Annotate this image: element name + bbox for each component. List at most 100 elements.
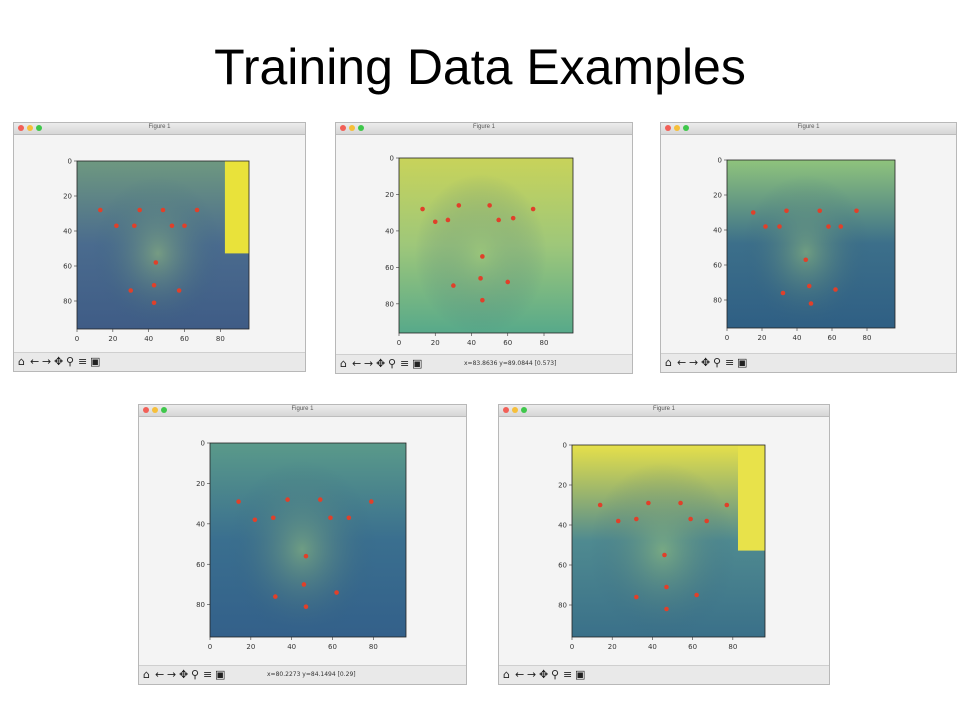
window-titlebar[interactable]: Figure 1 (14, 123, 305, 135)
home-icon[interactable]: ⌂ (503, 668, 510, 681)
zoom-icon[interactable]: ⚲ (713, 356, 722, 369)
facial-landmark-point (496, 217, 501, 223)
y-tick-label: 20 (558, 482, 567, 490)
close-button[interactable] (665, 125, 671, 131)
facial-landmark-point (151, 282, 157, 288)
home-icon[interactable]: ⌂ (143, 668, 150, 681)
close-button[interactable] (503, 407, 509, 413)
save-icon[interactable]: ▣ (737, 356, 748, 369)
forward-arrow-icon[interactable]: → (527, 668, 537, 681)
facial-landmark-point (694, 592, 699, 598)
figure-toolbar: ⌂ ← → ✥ ⚲ ≡ ▣ x=80.2273 y=84.1494 [0.29] (139, 665, 466, 684)
window-title: Figure 1 (652, 406, 675, 412)
facial-landmark-point (487, 203, 492, 208)
face-image-plot[interactable]: 0 20 40 60 80 0 20 40 60 80 (14, 123, 307, 373)
maximize-button[interactable] (358, 125, 364, 131)
facial-landmark-point (480, 254, 485, 259)
home-icon[interactable]: ⌂ (340, 357, 347, 370)
x-tick-label: 0 (208, 643, 212, 651)
y-tick-label: 40 (196, 520, 205, 528)
facial-landmark-point (160, 207, 166, 213)
forward-arrow-icon[interactable]: → (167, 668, 177, 681)
zoom-icon[interactable]: ⚲ (66, 355, 75, 368)
pan-icon[interactable]: ✥ (376, 357, 386, 370)
face-image-plot[interactable]: 0 20 40 60 80 0 20 40 60 80 (139, 405, 468, 686)
maximize-button[interactable] (521, 407, 527, 413)
window-titlebar[interactable]: Figure 1 (661, 123, 956, 135)
facial-landmark-point (750, 210, 756, 215)
save-icon[interactable]: ▣ (215, 668, 226, 681)
configure-subplots-icon[interactable]: ≡ (725, 356, 735, 369)
facial-landmark-point (763, 224, 768, 229)
back-arrow-icon[interactable]: ← (677, 356, 687, 369)
window-titlebar[interactable]: Figure 1 (499, 405, 829, 417)
close-button[interactable] (18, 125, 24, 131)
configure-subplots-icon[interactable]: ≡ (400, 357, 410, 370)
facial-landmark-point (688, 516, 693, 522)
face-image-plot[interactable]: 0 20 40 60 80 0 20 40 60 80 (499, 405, 831, 686)
facial-landmark-point (182, 223, 187, 229)
x-tick-label: 20 (431, 339, 440, 347)
y-tick-label: 0 (201, 440, 205, 448)
y-tick-label: 80 (558, 602, 567, 610)
close-button[interactable] (143, 407, 149, 413)
axes-frame (726, 159, 896, 329)
facial-landmark-point (724, 502, 730, 508)
forward-arrow-icon[interactable]: → (364, 357, 374, 370)
facial-landmark-point (780, 290, 786, 296)
pan-icon[interactable]: ✥ (701, 356, 711, 369)
maximize-button[interactable] (161, 407, 167, 413)
back-arrow-icon[interactable]: ← (515, 668, 525, 681)
back-arrow-icon[interactable]: ← (155, 668, 165, 681)
face-region (742, 175, 870, 330)
configure-subplots-icon[interactable]: ≡ (78, 355, 88, 368)
back-arrow-icon[interactable]: ← (352, 357, 362, 370)
close-button[interactable] (340, 125, 346, 131)
y-tick-label: 0 (68, 158, 72, 166)
facial-landmark-point (285, 497, 290, 502)
facial-landmark-point (456, 203, 462, 208)
back-arrow-icon[interactable]: ← (30, 355, 40, 368)
home-icon[interactable]: ⌂ (18, 355, 25, 368)
facial-landmark-point (854, 208, 859, 214)
minimize-button[interactable] (152, 407, 158, 413)
pan-icon[interactable]: ✥ (539, 668, 549, 681)
x-tick-label: 60 (328, 643, 337, 651)
save-icon[interactable]: ▣ (575, 668, 586, 681)
save-icon[interactable]: ▣ (90, 355, 101, 368)
face-image-plot[interactable]: 0 20 40 60 80 0 20 40 60 80 (661, 123, 958, 374)
pan-icon[interactable]: ✥ (54, 355, 64, 368)
axes-frame (571, 444, 766, 638)
forward-arrow-icon[interactable]: → (42, 355, 52, 368)
x-tick-label: 80 (216, 335, 225, 343)
maximize-button[interactable] (36, 125, 42, 131)
window-titlebar[interactable]: Figure 1 (139, 405, 466, 417)
pan-icon[interactable]: ✥ (179, 668, 189, 681)
minimize-button[interactable] (349, 125, 355, 131)
x-tick-label: 20 (608, 643, 617, 651)
zoom-icon[interactable]: ⚲ (388, 357, 397, 370)
maximize-button[interactable] (683, 125, 689, 131)
home-icon[interactable]: ⌂ (665, 356, 672, 369)
save-icon[interactable]: ▣ (412, 357, 423, 370)
minimize-button[interactable] (674, 125, 680, 131)
minimize-button[interactable] (27, 125, 33, 131)
minimize-button[interactable] (512, 407, 518, 413)
zoom-icon[interactable]: ⚲ (191, 668, 200, 681)
zoom-icon[interactable]: ⚲ (551, 668, 560, 681)
face-image-plot[interactable]: 0 20 40 60 80 0 20 40 60 80 (336, 123, 634, 375)
facial-landmark-point (317, 497, 323, 502)
configure-subplots-icon[interactable]: ≡ (203, 668, 213, 681)
cursor-coordinates: x=83.8636 y=89.0844 [0.573] (464, 360, 557, 367)
configure-subplots-icon[interactable]: ≡ (563, 668, 573, 681)
y-tick-label: 40 (385, 227, 394, 235)
axes-frame (76, 160, 250, 330)
forward-arrow-icon[interactable]: → (689, 356, 699, 369)
x-tick-label: 20 (758, 334, 767, 342)
facial-landmark-point (97, 207, 103, 213)
facial-landmark-point (432, 219, 438, 225)
facial-landmark-point (303, 553, 309, 559)
axes-frame (209, 442, 407, 638)
window-titlebar[interactable]: Figure 1 (336, 123, 632, 135)
facial-landmark-point (301, 582, 307, 587)
